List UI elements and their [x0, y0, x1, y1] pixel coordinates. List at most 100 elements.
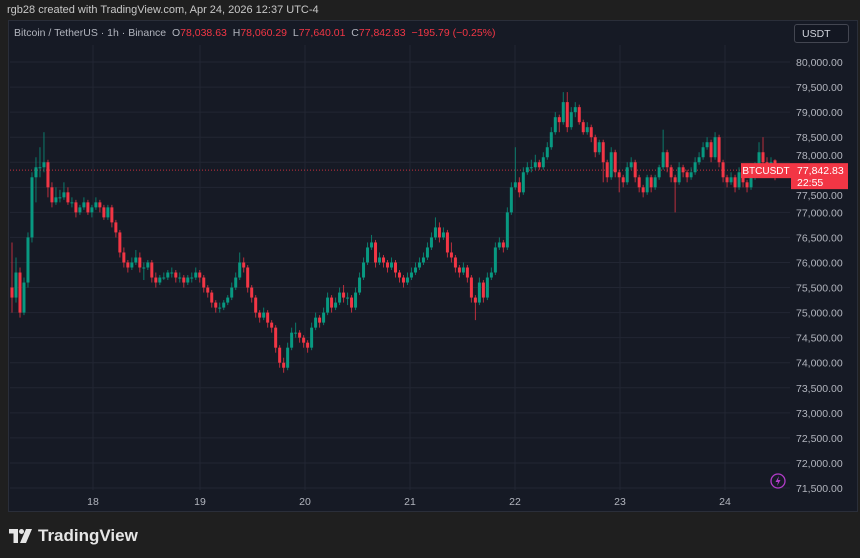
candle-body	[633, 162, 637, 178]
candle-body	[114, 222, 118, 233]
candle	[14, 257, 18, 303]
candle-body	[46, 162, 50, 188]
candle-body	[485, 277, 489, 298]
candle	[62, 182, 66, 200]
candle-body	[421, 257, 425, 263]
candle-body	[441, 232, 445, 238]
candle-body	[338, 292, 342, 303]
candle-body	[374, 242, 378, 263]
candle-body	[270, 322, 274, 328]
candle	[302, 335, 306, 348]
candle	[701, 142, 705, 160]
candle-body	[425, 247, 429, 258]
candle-body	[557, 117, 561, 123]
candle	[382, 254, 386, 268]
candle-body	[529, 167, 533, 169]
candle-body	[669, 167, 673, 178]
candle	[178, 272, 182, 283]
candle-body	[22, 282, 26, 313]
currency-button[interactable]: USDT	[794, 24, 849, 43]
y-tick-label: 71,500.00	[796, 483, 843, 495]
candle	[513, 147, 517, 190]
candle	[294, 322, 298, 338]
candle	[110, 204, 114, 228]
candle-body	[238, 262, 242, 278]
lightning-icon[interactable]	[770, 473, 786, 489]
candle-body	[254, 297, 258, 313]
candle	[589, 124, 593, 143]
candle-body	[130, 262, 134, 268]
candle	[318, 315, 322, 328]
candle	[661, 129, 665, 170]
candle-body	[90, 207, 94, 213]
candle	[102, 204, 106, 220]
candle	[306, 340, 310, 353]
candle-body	[142, 267, 146, 269]
candle	[509, 182, 513, 215]
candle-body	[282, 362, 286, 368]
chart-frame[interactable]	[8, 20, 858, 512]
candle	[278, 345, 282, 368]
candle	[86, 199, 90, 215]
y-tick-label: 75,000.00	[796, 308, 843, 320]
candle-body	[366, 247, 370, 263]
candle-body	[290, 332, 294, 348]
candle-body	[294, 332, 298, 334]
candle-body	[657, 167, 661, 178]
candle-body	[154, 277, 158, 283]
candle-body	[489, 272, 493, 278]
candle-body	[405, 277, 409, 283]
candle-body	[549, 132, 553, 148]
candle-body	[198, 272, 202, 278]
candle	[421, 252, 425, 265]
candle	[405, 272, 409, 286]
tradingview-logo[interactable]: TradingView	[9, 526, 138, 546]
candle-body	[226, 297, 230, 303]
candle-body	[613, 152, 617, 173]
candle	[597, 139, 601, 155]
candle	[705, 137, 709, 150]
candle	[525, 162, 529, 175]
candle-body	[170, 272, 174, 274]
candle	[577, 104, 581, 125]
candle-body	[717, 137, 721, 163]
candle	[334, 297, 338, 311]
candle-body	[677, 167, 681, 183]
candle	[122, 247, 126, 268]
candle	[354, 287, 358, 311]
candle-body	[362, 262, 366, 278]
candle	[266, 310, 270, 328]
y-tick-label: 74,500.00	[796, 333, 843, 345]
candle-body	[701, 147, 705, 158]
candle	[138, 252, 142, 273]
candle-body	[310, 327, 314, 348]
candle	[665, 149, 669, 173]
open-value: 78,038.63	[180, 27, 227, 39]
candle-body	[393, 262, 397, 273]
candle-body	[457, 267, 461, 273]
candle	[697, 152, 701, 165]
candle	[669, 164, 673, 183]
candle	[537, 159, 541, 170]
candle	[485, 272, 489, 301]
candle-body	[569, 112, 573, 128]
candle	[565, 92, 569, 133]
price-tag: 77,842.83 22:55	[791, 163, 848, 190]
candle	[126, 259, 130, 273]
candle	[310, 322, 314, 351]
candle-body	[525, 167, 529, 173]
candle-body	[126, 262, 130, 268]
candle-body	[761, 152, 765, 163]
candle-body	[314, 317, 318, 328]
candle-body	[298, 332, 302, 338]
candle-body	[649, 177, 653, 188]
candle-body	[685, 172, 689, 178]
candle	[346, 292, 350, 306]
candle	[26, 232, 30, 288]
tradingview-logo-icon	[9, 529, 32, 543]
candle-body	[330, 297, 334, 308]
candle-body	[210, 292, 214, 303]
candle-body	[50, 187, 54, 203]
candle	[58, 189, 62, 203]
